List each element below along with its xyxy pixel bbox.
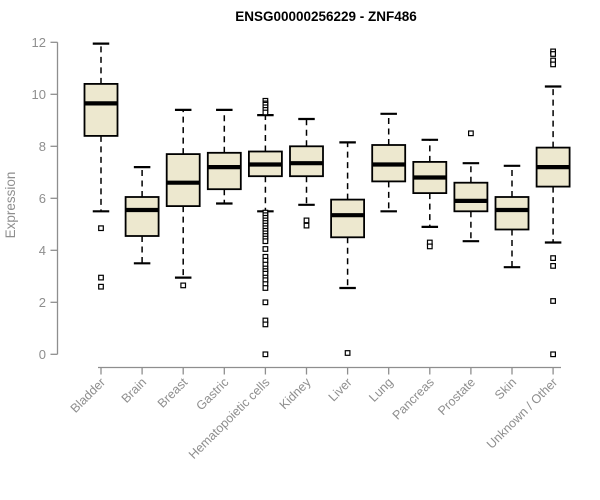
iqr-box — [165, 153, 201, 208]
iqr-box — [453, 181, 489, 213]
iqr-box — [330, 198, 366, 239]
iqr-box — [124, 196, 160, 237]
iqr-box — [206, 151, 242, 191]
outlier-point — [262, 109, 269, 116]
x-tick-label-hematopoietic-cells: Hematopoietic cells — [186, 375, 273, 462]
x-tick-label-gastric: Gastric — [194, 375, 232, 413]
box-group-pancreas — [412, 138, 448, 250]
y-axis-label: Expression — [3, 172, 18, 239]
outlier-point — [550, 263, 556, 269]
y-tick-label: 10 — [32, 87, 46, 102]
outlier-point — [262, 238, 269, 245]
outlier-point — [262, 351, 269, 358]
outlier-point — [344, 350, 351, 356]
y-tick-label: 0 — [39, 347, 46, 362]
x-tick-label-skin: Skin — [492, 375, 519, 402]
outlier-point — [262, 321, 269, 328]
iqr-box — [494, 196, 530, 231]
box-group-brain — [124, 166, 160, 265]
outlier-point — [550, 298, 556, 304]
x-tick-label-unknown-other: Unknown / Other — [484, 375, 560, 451]
y-tick-label: 4 — [39, 243, 46, 258]
x-tick-label-pancreas: Pancreas — [390, 375, 437, 422]
box-group-breast — [165, 108, 201, 289]
plot-area: 0 2 4 6 8 10 12 Bladder Brain Breast GastricHemato… — [32, 35, 571, 462]
outlier-point — [550, 255, 556, 262]
outlier-point — [180, 282, 187, 289]
box-group-bladder — [83, 42, 119, 290]
y-tick-label: 6 — [39, 191, 46, 206]
y-tick-label: 12 — [32, 35, 46, 50]
box-group-liver — [330, 141, 366, 356]
x-tick-label-prostate: Prostate — [435, 375, 478, 418]
outlier-point — [262, 246, 269, 252]
box-group-lung — [371, 112, 407, 213]
box-group-kidney — [289, 117, 324, 229]
x-tick-label-bladder: Bladder — [68, 375, 108, 415]
x-tick-label-lung: Lung — [366, 375, 396, 405]
x-tick-label-kidney: Kidney — [277, 375, 314, 412]
x-tick-label-brain: Brain — [119, 375, 150, 406]
outlier-point — [98, 225, 104, 232]
outlier-point — [303, 217, 310, 224]
outlier-point — [426, 243, 433, 250]
outlier-point — [303, 222, 310, 229]
outlier-point — [98, 283, 104, 290]
iqr-box — [83, 83, 119, 137]
outlier-point — [262, 299, 269, 306]
y-tick-label: 8 — [39, 139, 46, 154]
box-group-prostate — [453, 130, 489, 243]
outlier-point — [262, 285, 269, 291]
x-tick-label-liver: Liver — [326, 375, 355, 404]
box-group-gastric — [206, 108, 242, 205]
y-tick-label: 2 — [39, 295, 46, 310]
chart-title: ENSG00000256229 - ZNF486 — [235, 9, 417, 24]
outlier-point — [550, 351, 556, 358]
outlier-point — [468, 130, 474, 137]
outlier-point — [98, 274, 104, 281]
x-tick-label-breast: Breast — [155, 375, 191, 411]
outlier-point — [550, 61, 556, 68]
box-group-skin — [494, 164, 530, 269]
outlier-point — [550, 51, 556, 57]
box-group-unknown-other — [535, 48, 571, 358]
box-group-hematopoietic-cells — [247, 97, 283, 358]
